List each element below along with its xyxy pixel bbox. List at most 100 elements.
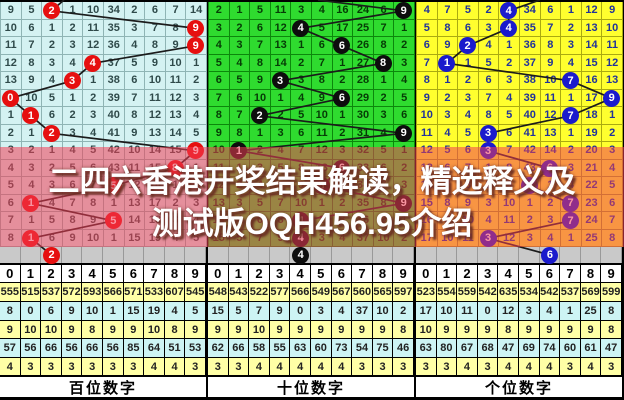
stat-cell: 4 [518, 358, 540, 376]
digit-header-cell: 6 [540, 265, 561, 282]
grid-cell: 10 [1, 19, 22, 37]
digit-header-cell: 1 [437, 265, 458, 282]
grid-cell: 17 [581, 89, 603, 107]
grid-cell: 10 [417, 107, 438, 125]
pending-cell [21, 247, 42, 263]
grid-cell: 10 [602, 19, 623, 37]
grid-cell: 2 [332, 124, 354, 142]
grid-cell: 8 [165, 19, 187, 37]
pending-cell [249, 247, 270, 263]
grid-cell: 3 [124, 19, 146, 37]
grid-cell: 8 [250, 54, 271, 72]
digit-header-cell: 4 [498, 265, 519, 282]
stat-cell: 522 [249, 283, 270, 302]
grid-cell: 1 [291, 37, 312, 55]
grid-cell: 5 [21, 2, 43, 20]
grid-cell: 17 [332, 19, 354, 37]
stat-cell: 9 [61, 302, 83, 321]
stat-cell: 9 [208, 321, 229, 339]
grid-cell: 13 [540, 124, 562, 142]
grid-cell: 11 [540, 89, 562, 107]
grid-cell: 6 [478, 72, 500, 90]
grid-cell: 7 [209, 89, 230, 107]
grid-cell: 6 [394, 107, 415, 125]
grid-cell: 3 [394, 54, 415, 72]
stat-cell: 3 [61, 358, 83, 376]
promo-overlay-banner[interactable]: 二四六香港开奖结果解读，精选释义及 测试版OQH456.95介绍 [0, 147, 624, 247]
grid-cell: 26 [353, 37, 374, 55]
stat-cell: 0 [477, 302, 499, 321]
grid-cell: 5 [394, 89, 415, 107]
grid-cell: 8 [145, 37, 166, 55]
grid-cell: 7 [311, 54, 333, 72]
grid-cell: 1 [373, 72, 395, 90]
stat-cell: 10 [436, 302, 458, 321]
stat-cell: 67 [457, 339, 478, 358]
stat-cell: 3 [228, 358, 250, 376]
hit-ball: 9 [603, 89, 621, 107]
stat-cell: 9 [269, 302, 291, 321]
stat-cell: 9 [518, 321, 540, 339]
grid-cell: 3 [270, 124, 292, 142]
stat-cell: 4 [331, 302, 353, 321]
stat-cell: 9 [436, 321, 458, 339]
grid-cell: 1 [229, 2, 251, 20]
stat-cell: 8 [601, 321, 622, 339]
stat-row: 15 5 7 9 0 3 4 37 10 2 [208, 302, 414, 321]
hit-ball: 8 [374, 54, 392, 72]
trend-row: 10 3 4 8 5 40 12 18 1 [417, 107, 623, 125]
stat-cell: 66 [82, 339, 103, 358]
grid-cell: 4 [62, 54, 84, 72]
trend-row: 11 7 2 3 12 36 4 8 9 [1, 37, 207, 55]
grid-cell: 27 [353, 54, 374, 72]
stat-cell: 63 [290, 339, 311, 358]
grid-cell: 4 [458, 107, 479, 125]
stat-cell: 569 [580, 283, 602, 302]
grid-cell: 2 [270, 107, 292, 125]
digit-header-cell: 0 [0, 265, 21, 282]
digit-header-cell: 6 [332, 265, 353, 282]
grid-cell: 6 [499, 124, 520, 142]
pending-cell [165, 247, 186, 263]
stat-cell: 559 [457, 283, 478, 302]
stat-cell: 3 [601, 358, 622, 376]
stat-row: 548 543 522 577 566 549 567 560 565 597 [208, 283, 414, 302]
grid-cell: 1 [561, 89, 582, 107]
grid-cell: 4 [124, 37, 146, 55]
stat-cell: 3 [41, 358, 62, 376]
panel-footer: 十位数字 [208, 377, 414, 397]
grid-cell: 3 [229, 37, 251, 55]
stat-cell: 549 [310, 283, 332, 302]
stat-cell: 3 [560, 358, 581, 376]
grid-cell: 4 [417, 2, 438, 20]
trend-row: 9 2 3 7 4 39 11 1 17 [417, 89, 623, 107]
grid-cell: 4 [373, 124, 395, 142]
grid-cell: 6 [458, 19, 479, 37]
digit-header-cell: 5 [519, 265, 540, 282]
grid-cell: 11 [145, 89, 166, 107]
grid-cell: 12 [602, 54, 623, 72]
stat-row: 10 9 9 9 8 9 9 9 9 8 [416, 321, 622, 339]
grid-cell: 11 [602, 37, 623, 55]
stat-cell: 61 [580, 339, 602, 358]
stat-cell: 4 [310, 358, 332, 376]
stat-cell: 68 [477, 339, 499, 358]
grid-cell: 1 [332, 107, 354, 125]
stat-cell: 607 [164, 283, 186, 302]
stat-cell: 85 [123, 339, 145, 358]
grid-cell: 9 [21, 72, 43, 90]
grid-cell: 2 [561, 19, 582, 37]
grid-cell: 2 [42, 37, 63, 55]
trend-row: 2 1 3 4 41 9 13 14 5 [1, 124, 207, 142]
grid-cell: 39 [519, 89, 541, 107]
grid-cell: 8 [311, 72, 333, 90]
grid-cell: 4 [311, 2, 333, 20]
grid-cell: 6 [373, 2, 395, 20]
grid-cell: 2 [124, 2, 146, 20]
stat-cell: 537 [41, 283, 62, 302]
grid-cell: 1 [437, 72, 459, 90]
